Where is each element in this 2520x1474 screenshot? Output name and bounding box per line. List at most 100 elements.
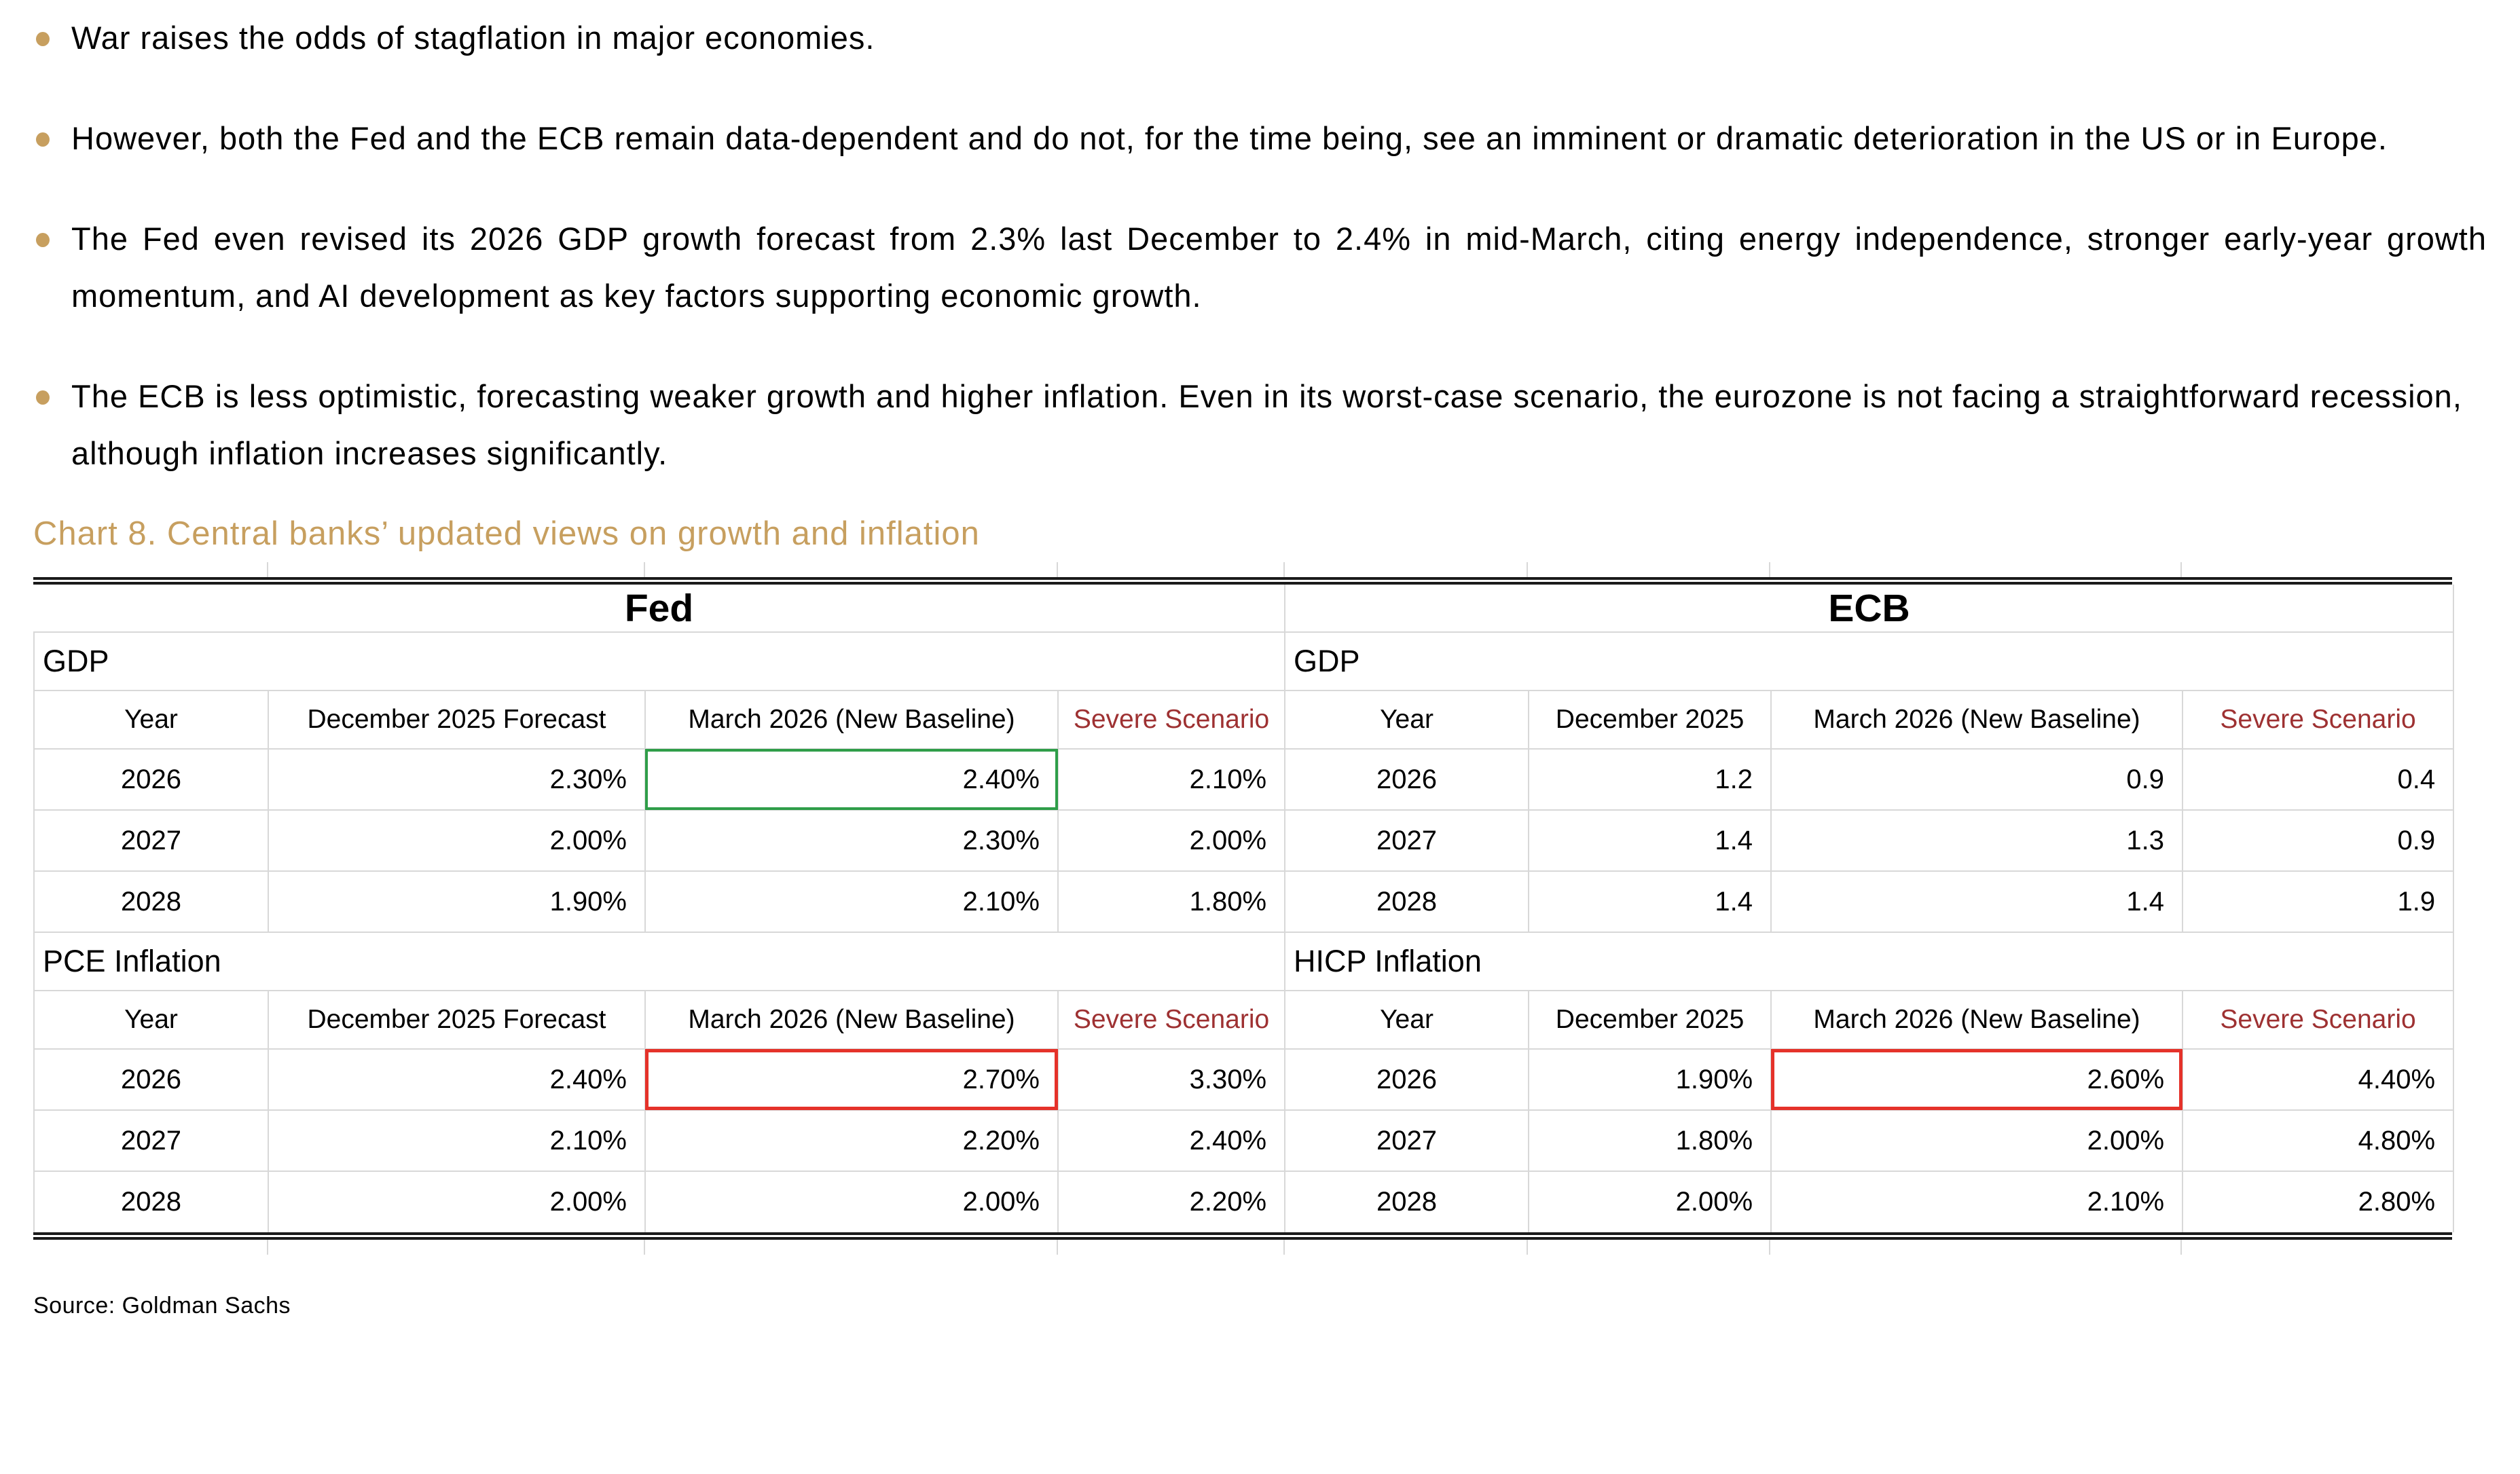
gridline-tick (1283, 1240, 1285, 1255)
gridline-tick (267, 1240, 268, 1255)
bullet-dot-icon (36, 32, 50, 46)
source-note: Source: Goldman Sachs (33, 1293, 291, 1319)
cell-value: 2.30% (645, 810, 1059, 871)
cell-value: 3.30% (1058, 1049, 1286, 1110)
bullet-item: However, both the Fed and the ECB remain… (33, 110, 2487, 167)
ecb-table: ECB GDP Year December 2025 March 2026 (N… (1285, 585, 2455, 1232)
bullet-marker-icon (33, 10, 71, 67)
table-row: HICP Inflation (1285, 932, 2455, 991)
table-row: 2027 2.00% 2.30% 2.00% (33, 810, 1286, 871)
cell-value: 1.80% (1058, 871, 1286, 932)
section-label: GDP (33, 632, 1286, 690)
section-label: HICP Inflation (1285, 932, 2455, 991)
gridline-tick (644, 562, 645, 577)
table-row: GDP (1285, 632, 2455, 690)
cell-year: 2026 (33, 1049, 269, 1110)
gridline-tick (1057, 1240, 1058, 1255)
gridline-tick (1769, 562, 1770, 577)
header-cell: Year (33, 690, 269, 749)
cell-value: 2.10% (1771, 1171, 2184, 1232)
table-row: 2027 1.4 1.3 0.9 (1285, 810, 2455, 871)
bullet-item: The Fed even revised its 2026 GDP growth… (33, 210, 2487, 325)
cell-value: 0.9 (2183, 810, 2455, 871)
header-cell: Severe Scenario (1058, 690, 1286, 749)
bullet-list: War raises the odds of stagflation in ma… (33, 10, 2487, 482)
header-cell: December 2025 (1529, 690, 1772, 749)
table-row: 2027 1.80% 2.00% 4.80% (1285, 1110, 2455, 1171)
cell-value: 2.00% (268, 1171, 646, 1232)
table-row: 2026 1.90% 2.60% 4.40% (1285, 1049, 2455, 1110)
fed-table: Fed GDP Year December 2025 Forecast Marc… (33, 585, 1286, 1232)
chart-title: Chart 8. Central banks’ updated views on… (33, 515, 980, 552)
bullet-dot-icon (36, 132, 50, 147)
bullet-dot-icon (36, 233, 50, 247)
cell-year: 2028 (33, 871, 269, 932)
cell-year: 2027 (1285, 810, 1530, 871)
cell-value: 1.90% (1529, 1049, 1772, 1110)
bullet-dot-icon (36, 390, 50, 405)
header-cell: March 2026 (New Baseline) (1771, 991, 2184, 1049)
table-row: 2026 2.40% 2.70% 3.30% (33, 1049, 1286, 1110)
gridline-tick (1527, 562, 1528, 577)
header-cell: Severe Scenario (2183, 690, 2455, 749)
cell-value: 1.9 (2183, 871, 2455, 932)
section-label: PCE Inflation (33, 932, 1286, 991)
cell-value: 2.70% (645, 1049, 1059, 1110)
cell-value-text: 2.60% (2087, 1064, 2165, 1094)
table-row: 2028 1.90% 2.10% 1.80% (33, 871, 1286, 932)
cell-value: 2.00% (645, 1171, 1059, 1232)
cell-value: 1.2 (1529, 749, 1772, 810)
section-label: GDP (1285, 632, 2455, 690)
gridline-tick (1283, 562, 1285, 577)
header-cell: March 2026 (New Baseline) (1771, 690, 2184, 749)
table-row: GDP (33, 632, 1286, 690)
gridline-tick (1769, 1240, 1770, 1255)
table-row: 2028 2.00% 2.10% 2.80% (1285, 1171, 2455, 1232)
cell-value: 2.10% (645, 871, 1059, 932)
cell-value: 2.20% (1058, 1171, 1286, 1232)
cell-value: 2.10% (1058, 749, 1286, 810)
cell-year: 2026 (1285, 1049, 1530, 1110)
bullet-marker-icon (33, 110, 71, 167)
header-cell: March 2026 (New Baseline) (645, 690, 1059, 749)
bank-title: Fed (34, 585, 1286, 632)
bullet-item: The ECB is less optimistic, forecasting … (33, 368, 2487, 482)
cell-year: 2028 (1285, 1171, 1530, 1232)
header-cell: December 2025 Forecast (268, 690, 646, 749)
cell-value: 1.4 (1529, 871, 1772, 932)
gridline-tick (644, 1240, 645, 1255)
header-cell: Severe Scenario (1058, 991, 1286, 1049)
cell-value: 2.60% (1771, 1049, 2184, 1110)
gridline-tick (2180, 1240, 2182, 1255)
cell-value: 4.80% (2183, 1110, 2455, 1171)
cell-year: 2027 (33, 1110, 269, 1171)
cell-value-text: 2.70% (962, 1064, 1040, 1094)
cell-value: 2.30% (268, 749, 646, 810)
cell-year: 2026 (33, 749, 269, 810)
table-row: Fed (34, 585, 1286, 632)
header-cell: December 2025 (1529, 991, 1772, 1049)
cell-value: 1.90% (268, 871, 646, 932)
header-cell: Severe Scenario (2183, 991, 2455, 1049)
header-cell: Year (33, 991, 269, 1049)
header-cell: Year (1285, 991, 1530, 1049)
cell-value: 2.00% (268, 810, 646, 871)
cell-value: 2.00% (1771, 1110, 2184, 1171)
bullet-text: The ECB is less optimistic, forecasting … (71, 378, 2462, 471)
table-row: Year December 2025 Forecast March 2026 (… (33, 690, 1286, 749)
cell-value: 2.00% (1529, 1171, 1772, 1232)
table-row: Year December 2025 March 2026 (New Basel… (1285, 991, 2455, 1049)
bank-title: ECB (1285, 585, 2455, 632)
gridline-tick (1057, 562, 1058, 577)
cell-year: 2027 (1285, 1110, 1530, 1171)
bullet-item: War raises the odds of stagflation in ma… (33, 10, 2487, 67)
table-row: 2028 2.00% 2.00% 2.20% (33, 1171, 1286, 1232)
cell-value: 2.10% (268, 1110, 646, 1171)
cell-value: 4.40% (2183, 1049, 2455, 1110)
bullet-text: However, both the Fed and the ECB remain… (71, 120, 2388, 156)
table-row: 2026 1.2 0.9 0.4 (1285, 749, 2455, 810)
header-cell: December 2025 Forecast (268, 991, 646, 1049)
gridline-tick (2180, 562, 2182, 577)
cell-value: 0.9 (1771, 749, 2184, 810)
cell-value: 1.80% (1529, 1110, 1772, 1171)
